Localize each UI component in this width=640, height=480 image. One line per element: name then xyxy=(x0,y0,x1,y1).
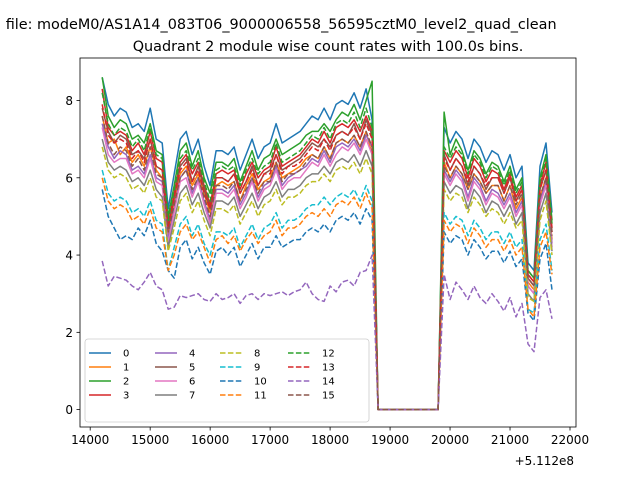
series-line-5 xyxy=(101,108,553,411)
legend-label-10: 10 xyxy=(254,377,267,388)
chart-title: Quadrant 2 module wise count rates with … xyxy=(133,39,524,55)
x-axis: 14000 15000 16000 17000 18000 19000 20000 21000… xyxy=(71,427,589,447)
x-tick-label: 16000 xyxy=(191,433,229,447)
x-tick-label: 21000 xyxy=(491,433,529,447)
figure-suptitle: n file: modeM0/AS1A14_083T06_9000006558_… xyxy=(0,17,557,33)
y-axis: 0 2 4 6 8 xyxy=(65,94,80,417)
x-tick-label: 14000 xyxy=(71,433,109,447)
legend-label-8: 8 xyxy=(254,349,260,360)
series-line-10 xyxy=(101,189,553,411)
x-offset-label: +5.112e8 xyxy=(515,454,574,468)
y-tick-label: 4 xyxy=(65,249,73,263)
series-line-8 xyxy=(101,146,553,411)
series-line-9 xyxy=(101,169,553,411)
x-tick-label: 18000 xyxy=(311,433,349,447)
y-tick-label: 8 xyxy=(65,94,73,108)
series-line-14 xyxy=(101,254,553,411)
legend-label-14: 14 xyxy=(322,377,335,388)
x-tick-label: 19000 xyxy=(371,433,409,447)
legend-label-6: 6 xyxy=(189,377,195,388)
legend-label-0: 0 xyxy=(123,349,129,360)
series-line-7 xyxy=(101,138,553,411)
series-line-13 xyxy=(101,104,553,411)
y-tick-label: 6 xyxy=(65,171,73,185)
series-line-2 xyxy=(101,77,553,411)
legend-label-11: 11 xyxy=(254,391,267,402)
x-tick-label: 22000 xyxy=(551,433,589,447)
y-tick-label: 0 xyxy=(65,403,73,417)
legend-label-7: 7 xyxy=(189,391,195,402)
legend-frame xyxy=(84,338,370,423)
series-line-15 xyxy=(101,115,553,411)
series-lines xyxy=(101,77,553,411)
legend-label-15: 15 xyxy=(322,391,335,402)
legend-label-2: 2 xyxy=(123,377,129,388)
legend-label-1: 1 xyxy=(123,363,129,374)
plot-frame xyxy=(79,57,577,428)
legend-label-4: 4 xyxy=(189,349,195,360)
x-tick-label: 20000 xyxy=(431,433,469,447)
x-tick-label: 15000 xyxy=(131,433,169,447)
series-line-0 xyxy=(101,77,553,411)
legend-label-13: 13 xyxy=(322,363,335,374)
series-line-11 xyxy=(101,177,553,411)
series-line-12 xyxy=(101,92,553,411)
legend-label-9: 9 xyxy=(254,363,260,374)
x-tick-label: 17000 xyxy=(251,433,289,447)
series-line-6 xyxy=(101,127,553,411)
legend-label-3: 3 xyxy=(123,391,129,402)
y-tick-label: 2 xyxy=(65,326,73,340)
legend-label-5: 5 xyxy=(189,363,195,374)
legend-label-12: 12 xyxy=(322,349,335,360)
